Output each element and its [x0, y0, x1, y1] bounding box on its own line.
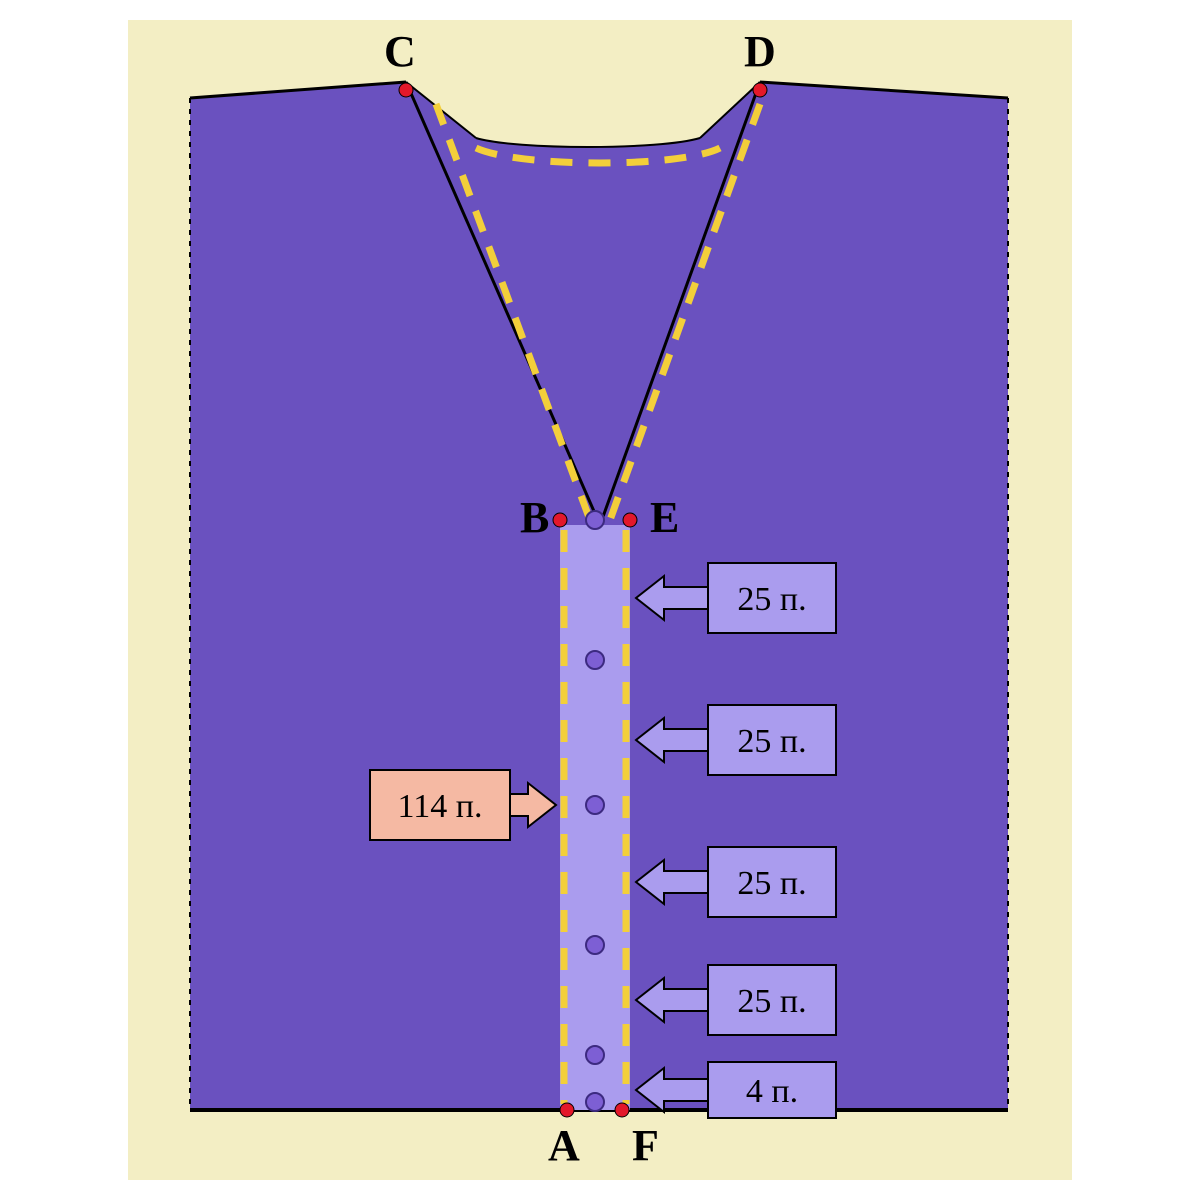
- callout-label: 25 п.: [737, 723, 806, 760]
- point-D: [753, 83, 767, 97]
- callout-label: 25 п.: [737, 983, 806, 1020]
- callout-label: 25 п.: [737, 581, 806, 618]
- button-marker: [586, 651, 604, 669]
- button-marker: [586, 511, 604, 529]
- point-B: [553, 513, 567, 527]
- point-C: [399, 83, 413, 97]
- callout-label: 25 п.: [737, 865, 806, 902]
- button-marker: [586, 796, 604, 814]
- point-label-F: F: [632, 1121, 659, 1170]
- button-marker: [586, 1046, 604, 1064]
- callout-label: 114 п.: [398, 788, 483, 825]
- point-label-D: D: [744, 27, 776, 76]
- button-marker: [586, 936, 604, 954]
- point-label-B: B: [520, 493, 549, 542]
- callout-label: 4 п.: [746, 1073, 798, 1110]
- point-F: [615, 1103, 629, 1117]
- point-label-A: A: [548, 1121, 580, 1170]
- point-A: [560, 1103, 574, 1117]
- point-E: [623, 513, 637, 527]
- button-marker: [586, 1093, 604, 1111]
- point-label-C: C: [384, 27, 416, 76]
- point-label-E: E: [650, 493, 679, 542]
